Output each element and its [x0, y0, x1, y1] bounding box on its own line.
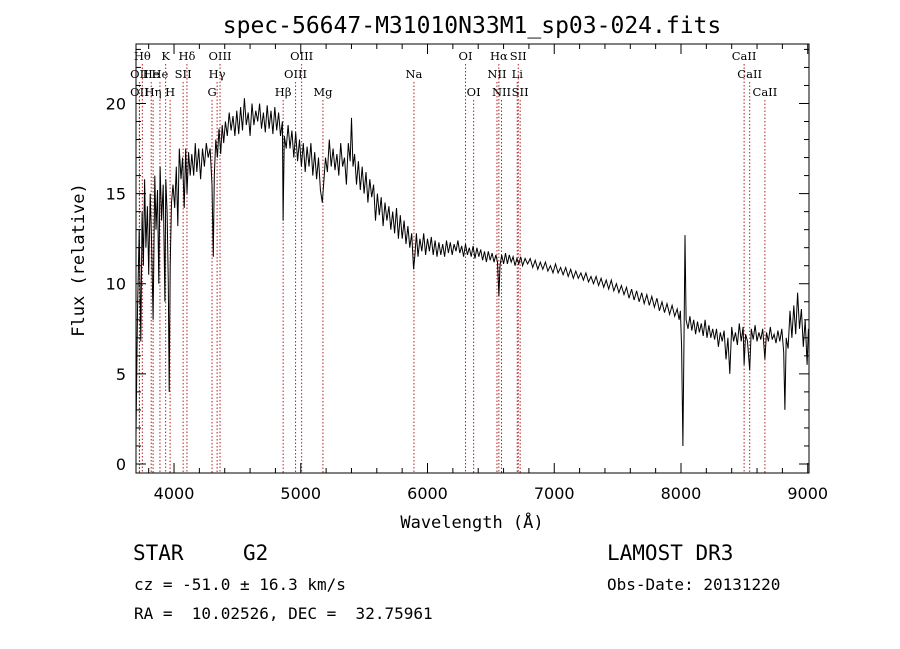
object-subclass: G2 [243, 541, 269, 565]
x-axis-label: Wavelength (Å) [400, 511, 543, 533]
line-marker-label: OIII [284, 67, 307, 81]
line-marker-label: Hη [145, 85, 162, 99]
line-marker-label: Hβ [275, 85, 292, 99]
x-axis-ticks: 4000 5000 6000 7000 8000 9000 [148, 44, 828, 503]
line-markers [138, 64, 766, 473]
line-marker-label: Li [512, 67, 524, 81]
line-marker-label: K [161, 49, 170, 63]
line-marker-label: G [207, 85, 216, 99]
line-marker-label: Mg [313, 85, 333, 99]
coordinates: RA = 10.02526, DEC = 32.75961 [134, 604, 433, 623]
line-marker-label: SII [175, 67, 192, 81]
x-tick-label: 4000 [154, 484, 195, 503]
line-marker-label: OIII [290, 49, 313, 63]
obs-date: Obs-Date: 20131220 [607, 575, 781, 594]
y-tick-label: 5 [116, 365, 126, 384]
line-marker-label: OI [467, 85, 481, 99]
line-marker-label: OI [459, 49, 473, 63]
y-tick-label: 15 [106, 185, 126, 204]
line-marker-label: OII [130, 67, 149, 81]
line-marker-label: CaII [737, 67, 762, 81]
survey-name: LAMOST DR3 [607, 541, 734, 565]
y-axis-label: Flux (relative) [69, 183, 89, 337]
chart-title: spec-56647-M31010N33M1_sp03-024.fits [223, 13, 722, 39]
y-tick-label: 20 [106, 94, 126, 113]
x-tick-label: 6000 [407, 484, 448, 503]
x-tick-label: 7000 [534, 484, 575, 503]
line-marker-label: CaII [732, 49, 757, 63]
line-marker-label: NII [492, 85, 511, 99]
redshift-info: cz = -51.0 ± 16.3 km/s [134, 575, 346, 594]
object-class: STAR [133, 541, 184, 565]
y-axis-ticks: 0 5 10 15 20 [106, 48, 809, 474]
x-tick-label: 8000 [661, 484, 702, 503]
spectrum-line [135, 98, 809, 447]
x-tick-label: 9000 [787, 484, 828, 503]
plot-frame [135, 43, 810, 474]
line-marker-label: Hδ [178, 49, 195, 63]
line-marker-label: Hθ [134, 49, 151, 63]
line-marker-label: H [165, 85, 175, 99]
line-marker-label: He [143, 67, 160, 81]
line-marker-label: SII [510, 49, 527, 63]
y-tick-label: 0 [116, 455, 126, 474]
line-marker-label: Hα [490, 49, 508, 63]
line-marker-label: SII [512, 85, 529, 99]
line-marker-label: He [152, 67, 169, 81]
line-marker-label: Na [405, 67, 422, 81]
line-marker-label: Hγ [209, 67, 226, 81]
line-marker-label: CaII [753, 85, 778, 99]
line-marker-labels: HθOIIOIIHeHηHeKHSIIHδGHγOIIIHβOIIIOIIIMg… [130, 49, 777, 99]
line-marker-label: OIII [208, 49, 231, 63]
y-tick-label: 10 [106, 275, 126, 294]
line-marker-label: OII [130, 85, 149, 99]
line-marker-label: NII [487, 67, 506, 81]
x-tick-label: 5000 [280, 484, 321, 503]
